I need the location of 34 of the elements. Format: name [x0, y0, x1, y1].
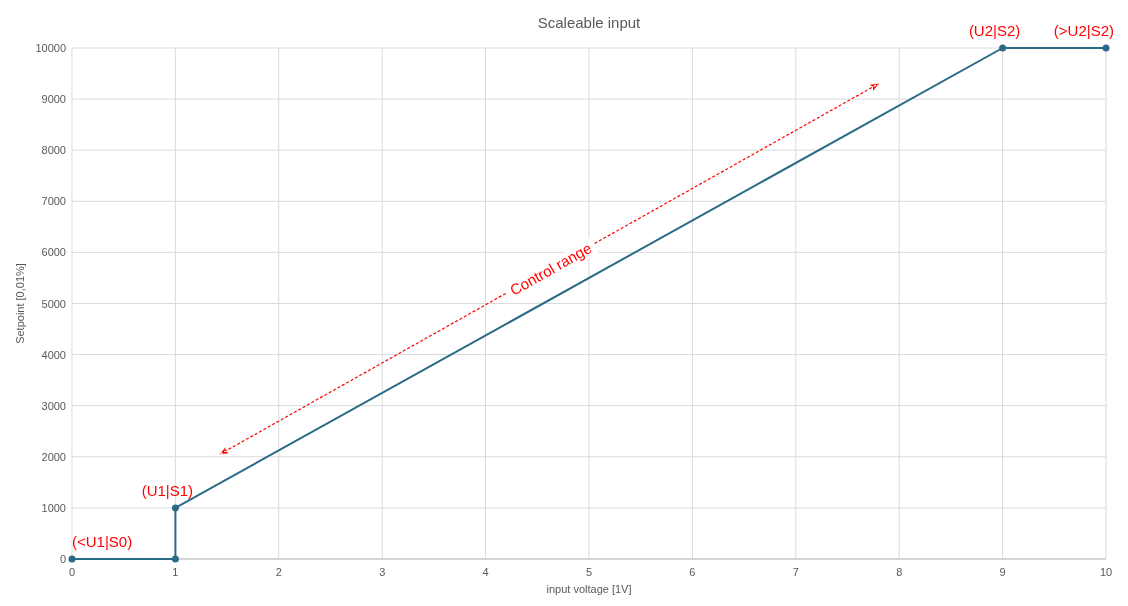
y-tick-label: 9000 — [41, 93, 66, 106]
y-axis-title: Setpoint [0,01%] — [14, 263, 26, 344]
chart-title: Scaleable input — [537, 14, 642, 31]
y-tick-label: 8000 — [41, 144, 66, 157]
annotation: (<U1|S0) — [72, 533, 133, 550]
point — [1102, 44, 1110, 52]
x-tick-label: 8 — [896, 566, 903, 578]
y-tick-label: 6000 — [41, 246, 66, 259]
y-tick-label: 2000 — [41, 450, 66, 463]
y-tick-label: 7000 — [41, 195, 66, 208]
x-tick-label: 4 — [482, 566, 489, 578]
x-tick-label: 7 — [792, 566, 799, 578]
y-tick-label: 3000 — [41, 399, 66, 412]
x-tick-label: 3 — [379, 566, 386, 578]
x-tick-label: 2 — [275, 566, 282, 578]
x-tick-label: 0 — [68, 566, 76, 578]
x-axis-title: input voltage [1V] — [546, 583, 632, 595]
x-tick-label: 5 — [585, 566, 593, 578]
annotation: (>U2|S2) — [1053, 22, 1114, 39]
point — [171, 504, 179, 512]
x-tick-label: 1 — [172, 566, 179, 578]
point — [171, 555, 179, 563]
y-tick-label: 5000 — [41, 297, 66, 310]
y-tick-label: 1000 — [41, 501, 66, 514]
y-tick-label: 10000 — [35, 42, 66, 54]
annotation: (U2|S2) — [968, 22, 1021, 39]
point — [999, 44, 1007, 52]
y-tick-label: 0 — [59, 553, 66, 565]
x-tick-label: 6 — [689, 566, 696, 578]
x-tick-label: 10 — [1099, 566, 1113, 578]
point — [68, 555, 76, 563]
x-tick-label: 9 — [999, 566, 1006, 578]
annotation: (U1|S1) — [141, 481, 194, 499]
y-tick-label: 4000 — [41, 348, 66, 361]
